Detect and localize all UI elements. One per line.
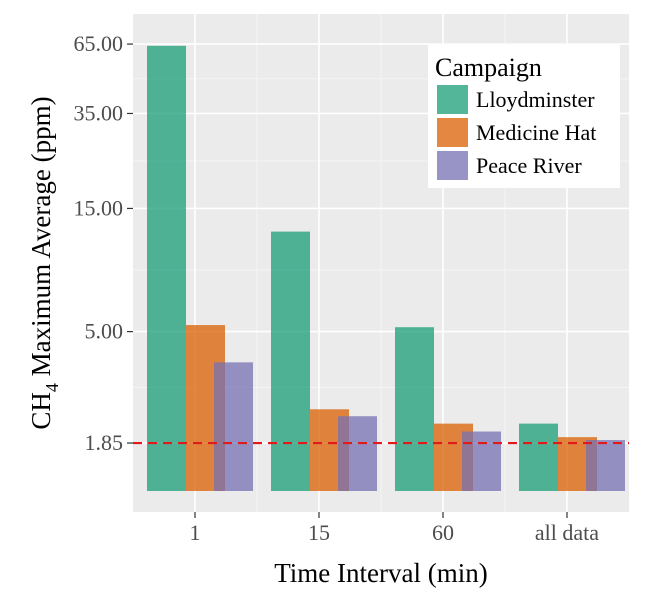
y-tick-label: 5.00: [85, 319, 124, 344]
legend-label: Peace River: [476, 153, 582, 178]
y-axis-title-rest: Maximum Average (ppm): [26, 96, 56, 383]
y-axis: 1.85 5.00 15.00 35.00 65.00: [74, 31, 133, 455]
legend-title: Campaign: [435, 53, 542, 82]
bar-peace-river: [338, 416, 377, 491]
bar-peace-river: [214, 362, 253, 491]
bar-peace-river: [462, 431, 501, 491]
legend-label: Lloydminster: [476, 87, 595, 112]
y-axis-title: CH4 Maximum Average (ppm): [26, 96, 62, 429]
y-axis-title-subscript: 4: [42, 383, 62, 392]
bar-lloydminster: [271, 231, 310, 492]
x-tick-label: 60: [432, 520, 454, 545]
legend-label: Medicine Hat: [476, 120, 596, 145]
y-tick-label: 65.00: [74, 31, 124, 56]
x-tick-label: all data: [535, 520, 599, 545]
x-tick-label: 15: [308, 520, 330, 545]
y-tick-label: 35.00: [74, 100, 124, 125]
legend-items: Lloydminster Medicine Hat Peace River: [437, 85, 596, 180]
x-axis-title: Time Interval (min): [274, 558, 487, 588]
legend-swatch: [437, 85, 468, 114]
bar-lloydminster: [395, 327, 434, 491]
x-axis: 1 15 60 all data: [190, 512, 599, 545]
x-tick-label: 1: [190, 520, 201, 545]
y-tick-label: 15.00: [74, 195, 124, 220]
bar-lloydminster: [519, 423, 558, 491]
bar-peace-river: [586, 440, 625, 491]
bars: [147, 45, 625, 492]
bar-lloydminster: [147, 45, 186, 492]
y-tick-label: 1.85: [85, 430, 124, 455]
legend-swatch: [437, 151, 468, 180]
legend: Campaign Lloydminster Medicine Hat Peace R…: [428, 45, 620, 188]
legend-swatch: [437, 118, 468, 147]
